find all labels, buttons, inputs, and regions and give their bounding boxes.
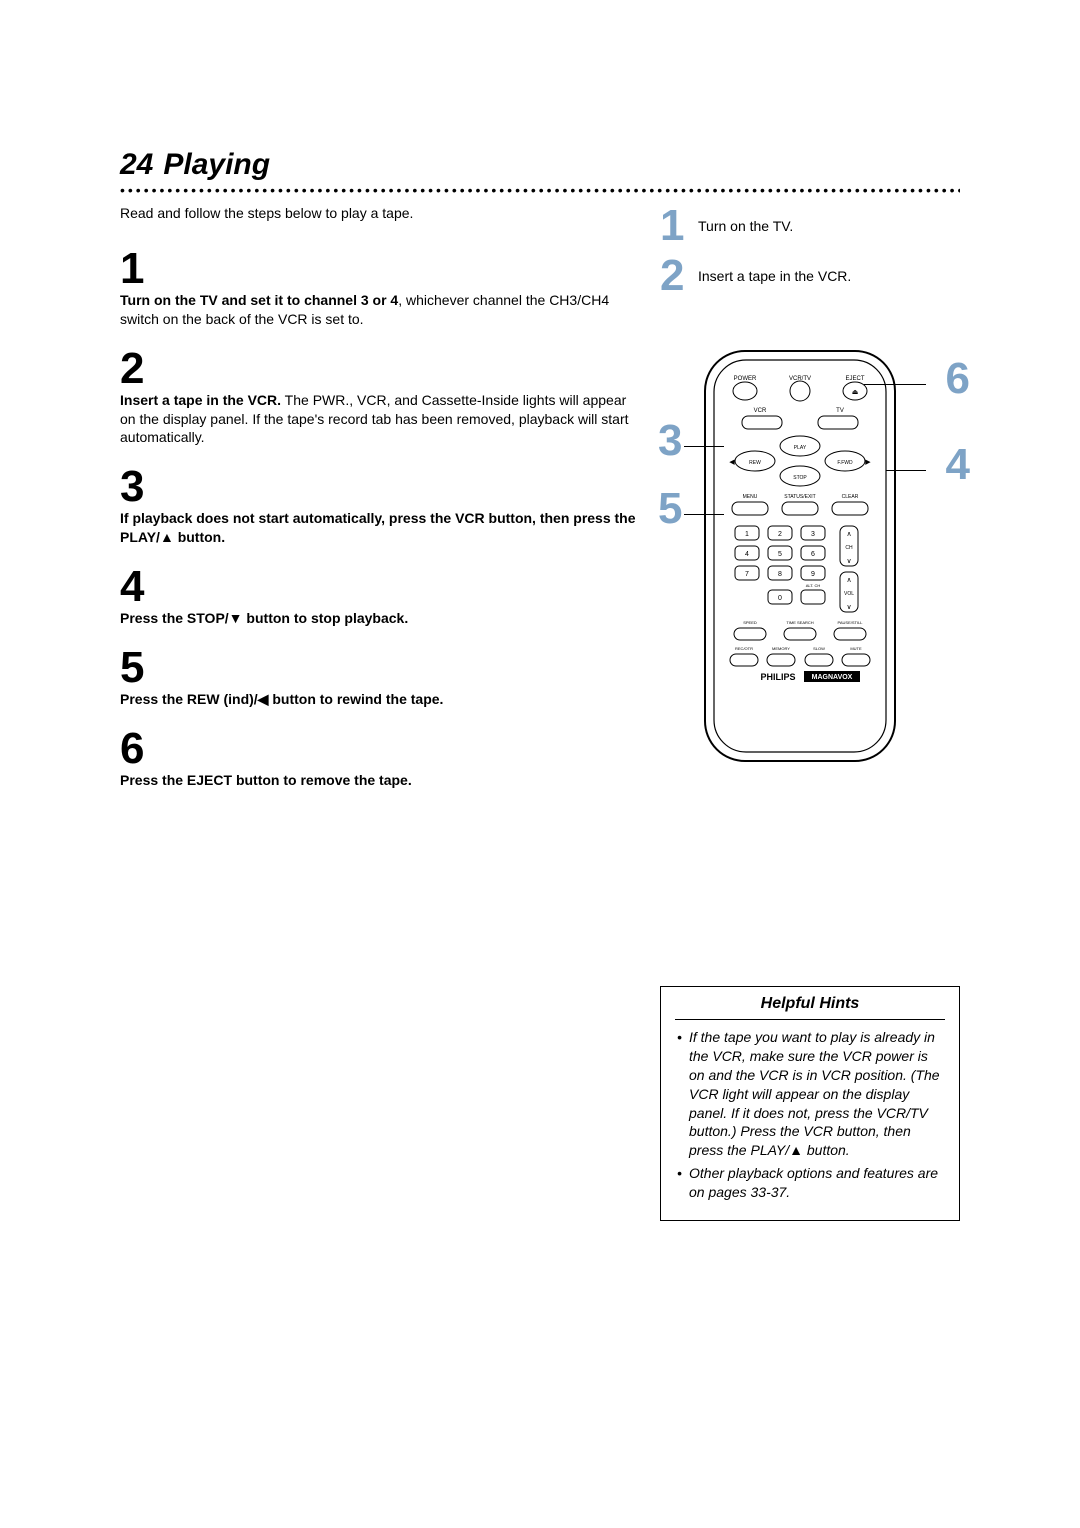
step-6: 6 Press the EJECT button to remove the t… — [120, 727, 636, 790]
right-column: 1 Turn on the TV. 2 Insert a tape in the… — [660, 204, 960, 1221]
svg-text:MENU: MENU — [743, 494, 758, 500]
svg-text:REC/OTR: REC/OTR — [735, 646, 753, 651]
content-columns: Read and follow the steps below to play … — [120, 204, 960, 1221]
svg-text:8: 8 — [778, 571, 782, 578]
right-step-text: Insert a tape in the VCR. — [698, 268, 851, 284]
left-column: Read and follow the steps below to play … — [120, 204, 636, 1221]
svg-text:MEMORY: MEMORY — [772, 646, 790, 651]
step-4: 4 Press the STOP/▼ button to stop playba… — [120, 565, 636, 628]
svg-text:▶: ▶ — [865, 459, 871, 466]
step-number: 5 — [120, 646, 636, 690]
svg-text:◀: ◀ — [729, 459, 735, 466]
remote-control-icon: POWER VCR/TV EJECT ⏏ VCR TV PLAY REW ◀ — [700, 346, 900, 766]
step-text: Turn on the TV and set it to channel 3 o… — [120, 291, 636, 329]
svg-text:∧: ∧ — [846, 577, 851, 584]
svg-text:1: 1 — [745, 531, 749, 538]
svg-text:6: 6 — [811, 551, 815, 558]
hint-item: If the tape you want to play is already … — [689, 1028, 945, 1160]
svg-text:EJECT: EJECT — [845, 376, 864, 382]
right-step-text: Turn on the TV. — [698, 218, 793, 234]
step-3: 3 If playback does not start automatical… — [120, 465, 636, 547]
step-number: 6 — [120, 727, 636, 771]
step-text: Press the EJECT button to remove the tap… — [120, 771, 636, 790]
step-text: Press the REW (ind)/◀ button to rewind t… — [120, 690, 636, 709]
svg-text:PAUSE/STILL: PAUSE/STILL — [837, 620, 863, 625]
svg-text:4: 4 — [745, 551, 749, 558]
svg-text:SLOW: SLOW — [813, 646, 825, 651]
page-header: 24 Playing — [120, 148, 960, 182]
svg-text:⏏: ⏏ — [852, 389, 859, 396]
svg-text:VOL: VOL — [844, 591, 854, 597]
step-number: 1 — [120, 247, 636, 291]
svg-text:CLEAR: CLEAR — [842, 494, 859, 500]
svg-text:∧: ∧ — [846, 531, 851, 538]
step-text: Insert a tape in the VCR. The PWR., VCR,… — [120, 391, 636, 448]
svg-text:VCR: VCR — [754, 408, 767, 414]
hints-list: If the tape you want to play is already … — [675, 1028, 945, 1202]
svg-text:REW: REW — [749, 460, 761, 466]
svg-text:7: 7 — [745, 571, 749, 578]
right-step-number: 2 — [660, 254, 688, 298]
callout-4: 4 — [946, 440, 970, 490]
svg-text:STATUS/EXIT: STATUS/EXIT — [784, 494, 815, 500]
remote-diagram: 3 5 4 6 POWER VCR/TV EJECT ⏏ VCR TV — [660, 346, 960, 766]
right-step-number: 1 — [660, 204, 688, 248]
svg-text:0: 0 — [778, 595, 782, 602]
right-step-1: 1 Turn on the TV. — [660, 204, 960, 248]
svg-text:TIME SEARCH: TIME SEARCH — [786, 620, 813, 625]
hint-item: Other playback options and features are … — [689, 1164, 945, 1202]
svg-text:ALT. CH: ALT. CH — [806, 583, 821, 588]
right-step-2: 2 Insert a tape in the VCR. — [660, 254, 960, 298]
svg-text:PLAY: PLAY — [794, 445, 807, 451]
svg-text:∨: ∨ — [846, 604, 851, 611]
svg-text:TV: TV — [836, 408, 844, 414]
svg-text:3: 3 — [811, 531, 815, 538]
step-1: 1 Turn on the TV and set it to channel 3… — [120, 247, 636, 329]
step-text: If playback does not start automatically… — [120, 509, 636, 547]
svg-text:9: 9 — [811, 571, 815, 578]
svg-text:MUTE: MUTE — [850, 646, 862, 651]
page-title: Playing — [163, 148, 270, 182]
callout-5: 5 — [658, 484, 682, 534]
svg-text:F.FWD: F.FWD — [837, 460, 853, 466]
step-number: 3 — [120, 465, 636, 509]
page-number: 24 — [120, 148, 153, 182]
hints-title: Helpful Hints — [675, 995, 945, 1020]
step-5: 5 Press the REW (ind)/◀ button to rewind… — [120, 646, 636, 709]
svg-text:5: 5 — [778, 551, 782, 558]
svg-text:STOP: STOP — [793, 475, 807, 481]
svg-text:MAGNAVOX: MAGNAVOX — [812, 674, 853, 681]
svg-text:POWER: POWER — [734, 376, 757, 382]
step-2: 2 Insert a tape in the VCR. The PWR., VC… — [120, 347, 636, 448]
header-divider: ••••••••••••••••••••••••••••••••••••••••… — [120, 186, 960, 196]
step-number: 2 — [120, 347, 636, 391]
callout-6: 6 — [946, 354, 970, 404]
callout-3: 3 — [658, 416, 682, 466]
svg-text:∨: ∨ — [846, 558, 851, 565]
svg-text:PHILIPS: PHILIPS — [760, 672, 795, 682]
svg-text:2: 2 — [778, 531, 782, 538]
svg-text:CH: CH — [845, 545, 853, 551]
intro-text: Read and follow the steps below to play … — [120, 204, 636, 223]
svg-text:SPEED: SPEED — [743, 620, 757, 625]
step-number: 4 — [120, 565, 636, 609]
step-text: Press the STOP/▼ button to stop playback… — [120, 609, 636, 628]
helpful-hints-box: Helpful Hints If the tape you want to pl… — [660, 986, 960, 1221]
